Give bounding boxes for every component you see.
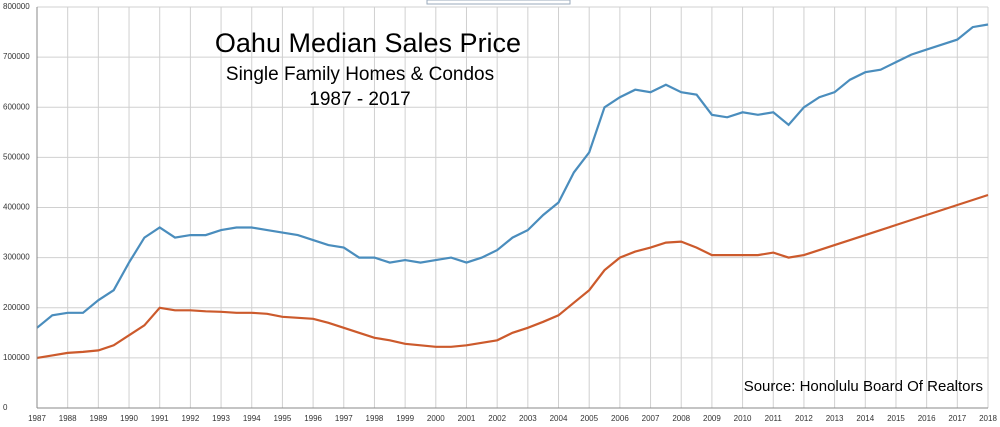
x-tick-label: 1992	[181, 414, 199, 423]
x-tick-label: 2010	[734, 414, 752, 423]
chart-title: Oahu Median Sales Price	[215, 28, 521, 58]
source-note: Source: Honolulu Board Of Realtors	[744, 378, 983, 395]
x-tick-label: 1991	[151, 414, 169, 423]
x-tick-label: 2012	[795, 414, 813, 423]
y-tick-label: 200000	[3, 303, 30, 312]
x-tick-label: 2018	[979, 414, 997, 423]
lines	[36, 23, 989, 359]
x-tick-label: 1988	[59, 414, 77, 423]
y-tick-label: 600000	[3, 102, 30, 111]
x-tick-label: 1989	[89, 414, 107, 423]
x-tick-label: 2011	[765, 414, 783, 423]
series-line	[36, 193, 989, 359]
x-tick-label: 2014	[856, 414, 874, 423]
grid	[36, 6, 989, 409]
x-tick-label: 2017	[948, 414, 966, 423]
y-tick-label: 400000	[3, 203, 30, 212]
x-tick-label: 2006	[611, 414, 629, 423]
x-tick-label: 1997	[335, 414, 353, 423]
frame-tab	[426, 0, 571, 5]
y-tick-label: 800000	[3, 2, 30, 11]
x-tick-label: 2009	[703, 414, 721, 423]
x-tick-label: 1995	[274, 414, 292, 423]
y-tick-label: 0	[3, 403, 8, 412]
x-tick-label: 2004	[550, 414, 568, 423]
x-tick-label: 1987	[28, 414, 46, 423]
x-tick-label: 2016	[918, 414, 936, 423]
series-line	[36, 23, 989, 329]
x-tick-label: 2002	[488, 414, 506, 423]
chart-period: 1987 - 2017	[309, 89, 410, 110]
x-tick-label: 2005	[580, 414, 598, 423]
x-tick-label: 2001	[458, 414, 476, 423]
x-tick-label: 1994	[243, 414, 261, 423]
x-tick-label: 1996	[304, 414, 322, 423]
y-tick-label: 300000	[3, 253, 30, 262]
x-tick-label: 1993	[212, 414, 230, 423]
x-tick-label: 2007	[642, 414, 660, 423]
x-tick-label: 1990	[120, 414, 138, 423]
x-tick-label: 2015	[887, 414, 905, 423]
x-tick-label: 2008	[672, 414, 690, 423]
x-tick-label: 2003	[519, 414, 537, 423]
x-tick-label: 1999	[396, 414, 414, 423]
y-tick-label: 100000	[3, 353, 30, 362]
x-tick-label: 1998	[366, 414, 384, 423]
x-tick-label: 2013	[826, 414, 844, 423]
y-tick-label: 700000	[3, 52, 30, 61]
chart-subtitle: Single Family Homes & Condos	[226, 64, 494, 85]
x-tick-label: 2000	[427, 414, 445, 423]
y-tick-label: 500000	[3, 152, 30, 161]
